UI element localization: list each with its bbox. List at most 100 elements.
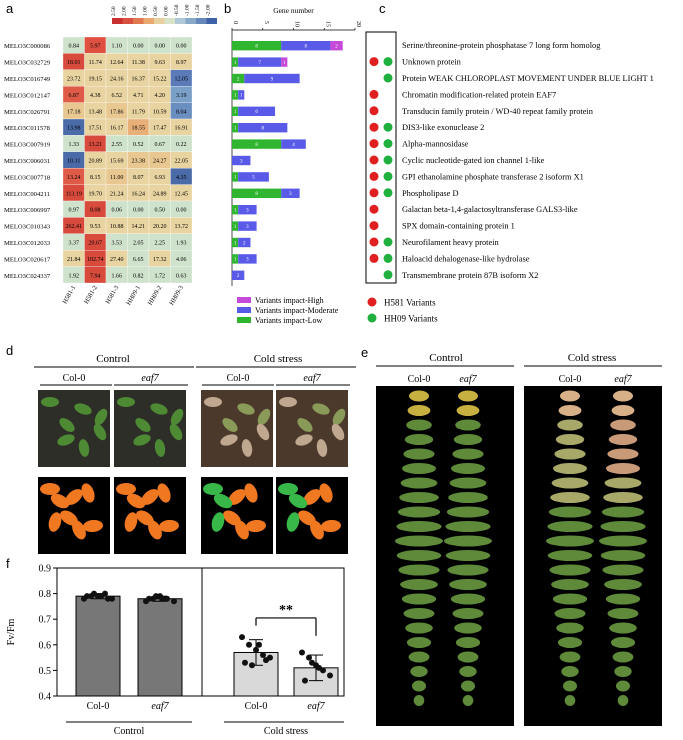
- leaf-shape: [549, 564, 591, 576]
- leaf-shape: [412, 680, 426, 692]
- leaf-blob: [312, 403, 330, 415]
- fluorescence-blob: [141, 489, 159, 505]
- hh09-dot: [383, 57, 393, 67]
- heatmap-cell-value: 4.06: [176, 257, 187, 263]
- leaf-shape: [557, 419, 583, 431]
- heatmap-row-label: MELO3C000086: [4, 43, 51, 50]
- leaf-blob: [316, 439, 328, 457]
- b-bar-segment: [244, 73, 300, 84]
- heatmap-row-label: MELO3C011578: [4, 125, 51, 132]
- leaf-shape: [445, 521, 491, 532]
- heatmap-col-label: HH09-3: [168, 285, 185, 307]
- f-data-point: [260, 652, 266, 659]
- heatmap-cell-value: 19.15: [89, 77, 103, 83]
- panel-label-c: c: [379, 1, 386, 16]
- heatmap-cell-value: 7.94: [90, 273, 101, 279]
- heatmap-col-label: H581-1: [61, 285, 77, 306]
- fluorescence-blob: [72, 520, 86, 540]
- leaf-blob: [237, 403, 255, 415]
- leaf-shape: [607, 448, 639, 460]
- heatmap-row-label: MELO3C032729: [4, 60, 51, 67]
- fluorescence-blob: [83, 519, 103, 533]
- panel-label-e: e: [361, 345, 368, 360]
- heatmap-cell-value: 22.05: [175, 159, 189, 165]
- scale-swatch: [206, 18, 217, 24]
- heatmap-cell-value: 18.55: [132, 126, 146, 132]
- heatmap-cell-value: 0.97: [69, 208, 80, 214]
- hh09-dot: [383, 237, 393, 247]
- b-bar-segment: [238, 205, 257, 215]
- leaf-shape: [557, 637, 583, 648]
- f-bar: [137, 598, 183, 697]
- heatmap-cell-value: 8.15: [90, 175, 101, 181]
- b-bar-label: 3: [246, 225, 249, 230]
- f-data-point: [306, 654, 312, 661]
- scale-swatch: [133, 18, 144, 24]
- leaf-shape: [398, 564, 440, 576]
- heatmap-cell-value: 4.71: [133, 93, 144, 99]
- heatmap-cell-value: 3.53: [112, 241, 123, 247]
- leaf-shape: [449, 579, 487, 590]
- f-category-label: Col-0: [87, 701, 110, 712]
- heatmap-cell-value: 17.86: [110, 109, 124, 115]
- panel-label-d: d: [6, 343, 13, 358]
- fluorescence-blob: [321, 519, 341, 533]
- fluorescence-blob: [303, 489, 321, 505]
- leaf-shape: [600, 521, 646, 532]
- heatmap-row-label: MELO3C012147: [4, 92, 51, 99]
- leaf-blob: [57, 434, 75, 446]
- heatmap-cell-value: 12.05: [175, 77, 189, 83]
- leaf-shape: [553, 463, 587, 474]
- heatmap-cell-value: 0.67: [155, 142, 166, 148]
- b-tick-label: 15: [324, 21, 330, 27]
- leaf-shape: [452, 608, 484, 619]
- scale-swatch: [164, 18, 175, 24]
- leaf-blob: [257, 408, 271, 426]
- legend-hh09-label: HH09 Variants: [384, 314, 438, 324]
- panel-label-a: a: [6, 1, 14, 16]
- fluorescence-blob: [246, 519, 266, 533]
- heatmap-cell-value: 16.24: [132, 191, 146, 197]
- b-bar-segment: [232, 57, 239, 67]
- leaf-shape: [554, 448, 586, 460]
- hh09-dot: [383, 171, 393, 181]
- h581-dot: [369, 89, 379, 99]
- plant-photo-panel: Control Cold stress Col-0 eaf7 Col-0 eaf…: [34, 353, 356, 554]
- heatmap-cell-value: 23.72: [67, 77, 81, 83]
- f-y-tick-label: 0.5: [39, 666, 52, 677]
- heatmap-cell-value: 0.00: [155, 44, 166, 50]
- fluorescence-blob: [126, 493, 146, 509]
- leaf-blob: [331, 423, 345, 441]
- heatmap-cell-value: 1.72: [155, 273, 166, 279]
- leaf-blob: [256, 423, 270, 441]
- leaf-shape: [403, 448, 435, 460]
- scale-tick: 0.50: [153, 6, 159, 16]
- fluorescence-blob: [157, 483, 171, 503]
- b-tick-label: 10: [294, 21, 300, 27]
- heatmap-cell-value: 3.37: [69, 241, 80, 247]
- heatmap-row-label: MELO3C007919: [4, 142, 51, 149]
- b-bar-label: 8: [255, 45, 258, 50]
- leaf-shape: [616, 680, 630, 692]
- fluorescence-blob: [298, 510, 316, 526]
- heatmap-col-label: H581-2: [83, 285, 99, 306]
- heatmap-cell-value: 16.17: [110, 126, 124, 132]
- heatmap-cell-value: 20.67: [89, 241, 103, 247]
- fluorescence-blob: [65, 489, 83, 505]
- heatmap-cell-value: 5.97: [90, 44, 101, 50]
- protein-name: Transmembrane protein 87B isoform X2: [402, 271, 538, 280]
- h581-dot: [369, 253, 379, 263]
- heatmap-cell-value: 6.65: [133, 257, 144, 263]
- b-legend-label: Variants impact-Moderate: [255, 306, 339, 315]
- leaf-shape: [604, 477, 642, 489]
- b-bar-label: 3: [240, 159, 243, 164]
- heatmap-cell-value: 24.16: [110, 77, 124, 83]
- b-bar-label: 3: [246, 209, 249, 214]
- leaf-shape: [450, 593, 486, 605]
- f-data-point: [246, 641, 252, 648]
- leaf-shape: [612, 651, 634, 663]
- heatmap-cell-value: 0.00: [176, 44, 187, 50]
- leaf-shape: [400, 579, 438, 590]
- leaf-blob: [117, 397, 135, 407]
- heatmap-row-label: MELO3C006997: [4, 207, 51, 214]
